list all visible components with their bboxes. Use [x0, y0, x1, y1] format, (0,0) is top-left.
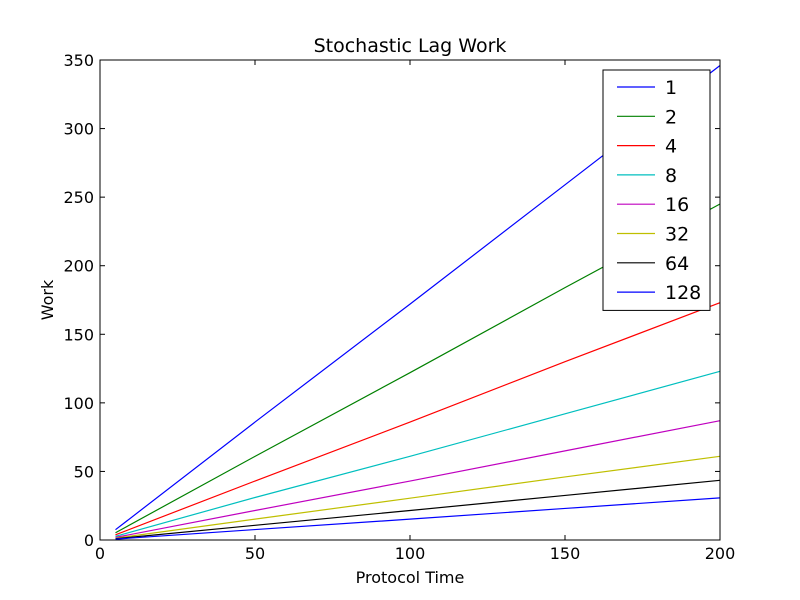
legend-label-64: 64 — [665, 253, 689, 275]
y-axis-title: Work — [38, 279, 57, 320]
chart-title: Stochastic Lag Work — [314, 35, 507, 57]
x-tick-label: 50 — [245, 544, 265, 563]
x-tick-label: 100 — [395, 544, 426, 563]
series-line-128 — [115, 497, 721, 540]
x-tick-label: 0 — [95, 544, 105, 563]
axis-ticks: 0 50 100 150 200 0 50 100 150 200 250 300 350 — [63, 51, 735, 563]
legend-label-8: 8 — [665, 165, 677, 187]
legend-label-1: 1 — [665, 77, 677, 99]
legend-label-16: 16 — [665, 194, 689, 216]
series-lines — [115, 65, 721, 540]
series-line-8 — [115, 370, 721, 537]
x-tick-label: 150 — [550, 544, 581, 563]
legend-label-128: 128 — [665, 282, 701, 304]
x-tick-label: 200 — [705, 544, 736, 563]
series-line-16 — [115, 420, 721, 538]
y-tick-label: 300 — [63, 120, 94, 139]
x-axis-title: Protocol Time — [356, 568, 465, 587]
series-line-64 — [115, 479, 721, 540]
y-tick-label: 250 — [63, 188, 94, 207]
y-tick-label: 100 — [63, 394, 94, 413]
series-line-32 — [115, 455, 721, 539]
y-tick-label: 350 — [63, 51, 94, 70]
legend-label-32: 32 — [665, 224, 689, 246]
y-tick-label: 200 — [63, 257, 94, 276]
legend-label-4: 4 — [665, 136, 677, 158]
y-tick-label: 50 — [74, 462, 94, 481]
legend-label-2: 2 — [665, 106, 677, 128]
legend-box — [602, 69, 711, 311]
legend: 1 2 4 8 16 32 64 128 — [602, 69, 711, 311]
y-tick-label: 150 — [63, 325, 94, 344]
series-line-4 — [115, 302, 721, 536]
y-tick-label: 0 — [84, 531, 94, 550]
